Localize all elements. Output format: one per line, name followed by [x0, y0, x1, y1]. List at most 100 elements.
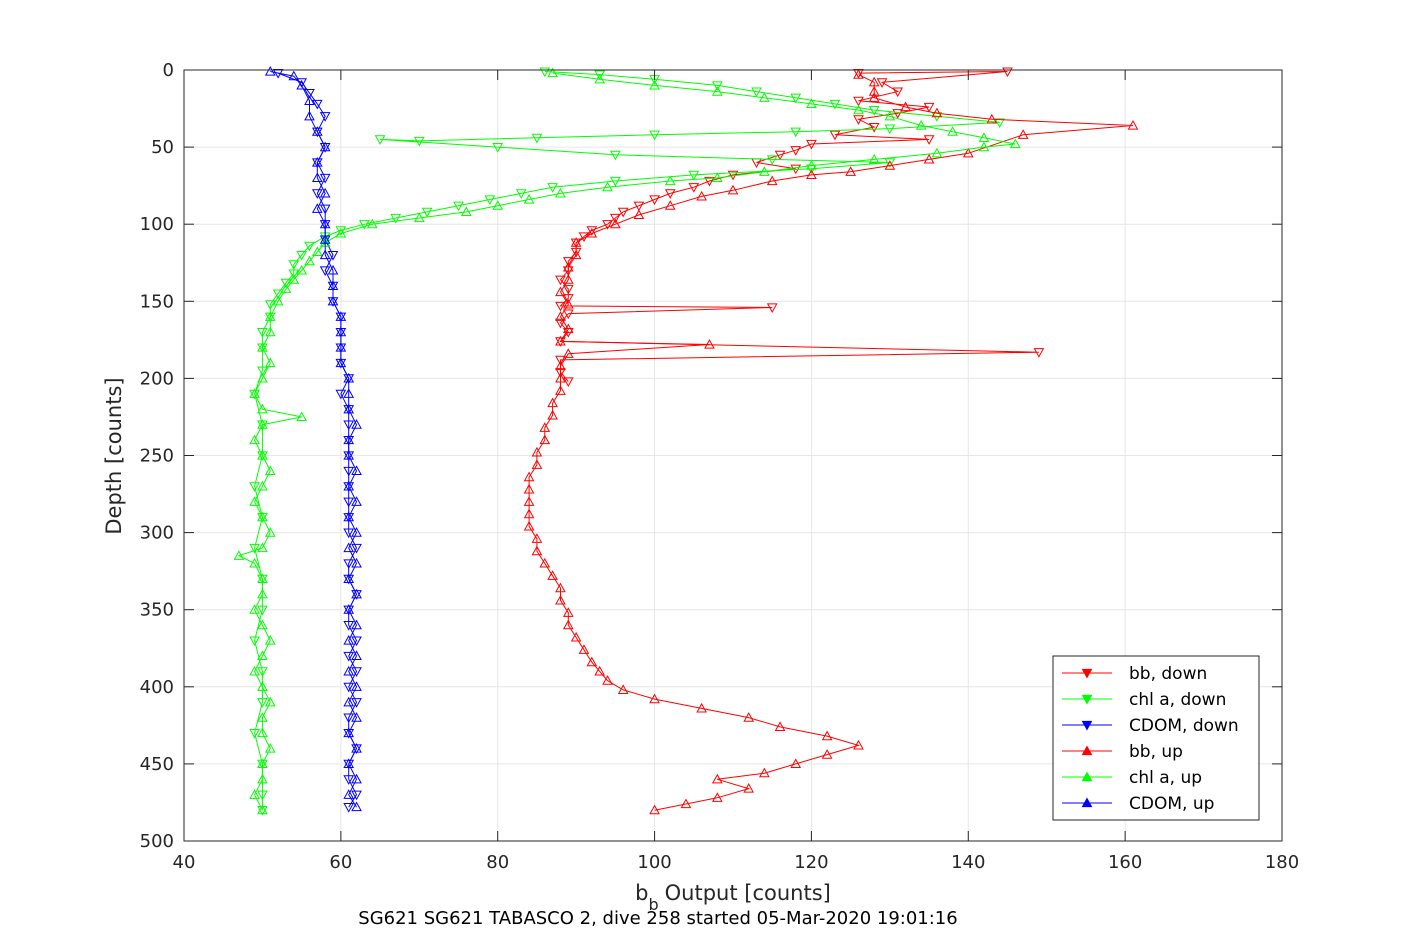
data-point: [743, 712, 755, 722]
y-tick-label: 0: [163, 60, 174, 81]
data-point: [766, 155, 778, 165]
data-point: [249, 557, 260, 568]
data-point: [343, 573, 355, 583]
data-point: [257, 804, 268, 815]
data-point: [351, 742, 362, 753]
series-bb-down: [555, 67, 1045, 388]
data-point: [759, 166, 770, 176]
data-point: [335, 342, 347, 352]
data-point: [413, 136, 425, 147]
x-tick-label: 60: [329, 852, 352, 873]
y-tick-label: 350: [140, 600, 174, 621]
data-point: [555, 360, 566, 371]
data-point: [649, 130, 660, 141]
data-point: [343, 696, 355, 707]
legend-entry: CDOM, down: [1129, 716, 1239, 736]
data-point: [311, 126, 323, 136]
data-point: [257, 419, 268, 429]
x-axis-label-prefix: b: [635, 881, 648, 905]
data-point: [249, 665, 260, 676]
data-point: [319, 204, 331, 215]
data-point: [288, 269, 300, 280]
legend-entry: bb, up: [1129, 742, 1183, 762]
data-point: [351, 619, 362, 630]
data-point: [272, 289, 284, 300]
data-point: [421, 207, 433, 218]
data-point: [649, 804, 660, 815]
data-point: [759, 767, 770, 778]
data-point: [547, 67, 558, 78]
data-point: [327, 295, 339, 306]
data-point: [1002, 67, 1013, 78]
data-point: [335, 226, 347, 236]
data-point: [547, 183, 558, 193]
data-point: [319, 173, 331, 184]
data-point: [264, 326, 276, 337]
legend-entry: CDOM, up: [1129, 794, 1214, 814]
data-point: [617, 207, 629, 218]
series-line: [237, 72, 1016, 811]
data-point: [351, 801, 362, 812]
data-point: [335, 227, 347, 238]
data-point: [327, 264, 339, 275]
data-point: [257, 650, 268, 661]
data-point: [413, 212, 425, 223]
data-point: [257, 403, 268, 414]
data-point: [343, 621, 355, 631]
y-tick-label: 400: [140, 677, 174, 698]
data-point: [649, 693, 660, 704]
data-point: [555, 275, 566, 286]
series-line: [254, 71, 1000, 811]
data-point: [233, 550, 245, 560]
data-point: [343, 420, 355, 431]
x-axis-label-main: Output [counts]: [665, 881, 831, 905]
data-point: [343, 635, 355, 645]
data-point: [343, 511, 355, 522]
data-point: [531, 446, 543, 457]
data-point: [523, 508, 535, 519]
data-point: [986, 113, 998, 124]
data-point: [288, 70, 300, 81]
data-point: [351, 557, 362, 568]
data-point: [523, 471, 535, 482]
data-point: [319, 141, 331, 152]
legend-entry: chl a, down: [1129, 690, 1226, 710]
data-point: [562, 377, 574, 388]
data-point: [343, 434, 355, 445]
data-point: [876, 78, 888, 88]
legend-entry: chl a, up: [1129, 768, 1202, 788]
data-point: [311, 203, 323, 213]
data-point: [664, 200, 676, 210]
data-point: [884, 160, 896, 170]
x-tick-label: 100: [637, 852, 671, 873]
data-point: [868, 122, 880, 133]
data-point: [359, 220, 370, 230]
data-point: [343, 542, 355, 553]
data-point: [602, 181, 613, 192]
data-point: [343, 559, 355, 569]
data-point: [264, 311, 276, 321]
data-point: [892, 87, 904, 98]
data-point: [288, 260, 300, 270]
y-tick-label: 200: [140, 368, 174, 389]
data-point: [539, 434, 551, 445]
data-point: [578, 644, 590, 654]
data-point: [319, 266, 331, 276]
data-point: [374, 135, 386, 145]
data-point: [790, 146, 802, 156]
data-point: [351, 790, 362, 801]
data-point: [711, 172, 723, 183]
data-point: [884, 124, 896, 135]
data-point: [978, 141, 990, 152]
data-point: [390, 213, 402, 224]
data-point: [562, 607, 574, 617]
data-point: [343, 682, 355, 693]
y-tick-label: 150: [140, 291, 174, 312]
data-point: [594, 73, 606, 84]
data-point: [264, 527, 276, 537]
data-point: [586, 226, 598, 236]
data-point: [853, 96, 864, 107]
y-tick-label: 100: [140, 214, 174, 235]
data-point: [351, 681, 362, 691]
data-point: [453, 201, 464, 212]
